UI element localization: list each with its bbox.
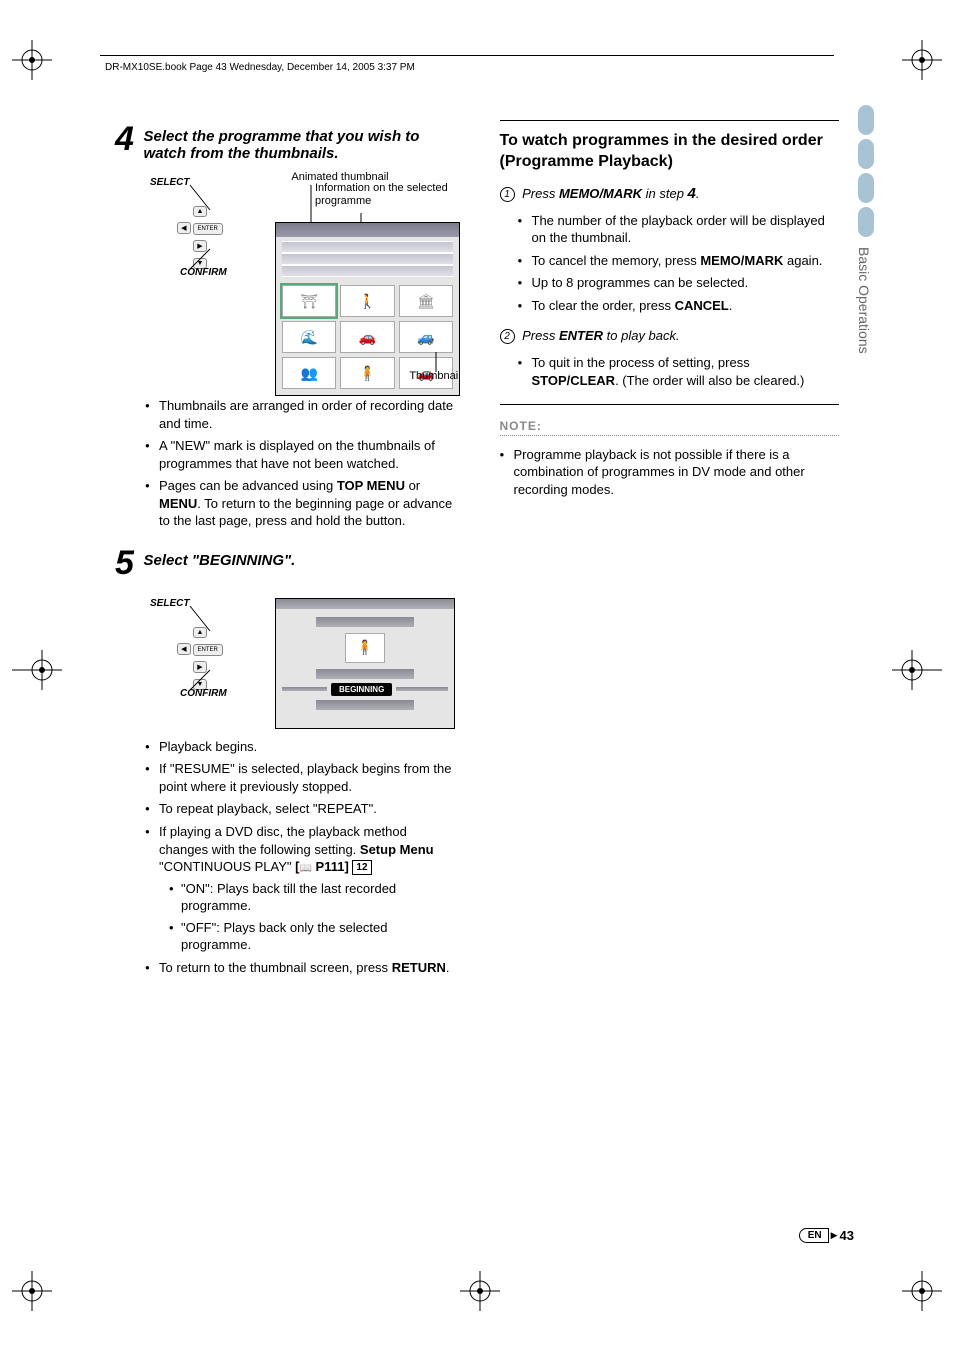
bullet-item: Thumbnails are arranged in order of reco… (145, 397, 455, 432)
instr-1: 1 Press MEMO/MARK in step 4. (500, 185, 840, 202)
crop-mark (460, 1271, 500, 1311)
bullet-item: Pages can be advanced using TOP MENU or … (145, 477, 455, 530)
bullet-item: A "NEW" mark is displayed on the thumbna… (145, 437, 455, 472)
bullet-item: To return to the thumbnail screen, press… (145, 959, 455, 977)
step5-diagram: SELECT ▲ ◀ENTER▶ ▼ CONFIRM 🧍 (135, 598, 455, 728)
footer-page: 43 (840, 1228, 854, 1243)
step4: 4 Select the programme that you wish to … (115, 120, 455, 530)
select-label: SELECT (150, 177, 189, 188)
step5: 5 Select "BEGINNING". SELECT ▲ ◀ENTER▶ ▼… (115, 544, 455, 977)
select-label: SELECT (150, 598, 189, 609)
header-rule (100, 55, 834, 56)
step5-num: 5 (115, 544, 134, 583)
bullet-item: To cancel the memory, press MEMO/MARK ag… (518, 252, 840, 270)
crop-mark (892, 650, 942, 690)
left-column: 4 Select the programme that you wish to … (115, 120, 455, 990)
beginning-label: BEGINNING (331, 683, 392, 696)
bullet-item: If "RESUME" is selected, playback begins… (145, 760, 455, 795)
note-bullet: Programme playback is not possible if th… (500, 446, 840, 499)
bullet-item: If playing a DVD disc, the playback meth… (145, 823, 455, 954)
note-bullets: Programme playback is not possible if th… (500, 446, 840, 499)
step4-bullets: Thumbnails are arranged in order of reco… (145, 397, 455, 530)
circled-1: 1 (500, 187, 515, 202)
page-footer: EN ▶ 43 (799, 1228, 854, 1243)
header-text: DR-MX10SE.book Page 43 Wednesday, Decemb… (105, 62, 415, 73)
r2-bullets: To quit in the process of setting, press… (518, 354, 840, 389)
sub-bullet: "ON": Plays back till the last recorded … (169, 880, 455, 915)
step5-bullets: Playback begins. If "RESUME" is selected,… (145, 738, 455, 977)
bullet-item: To quit in the process of setting, press… (518, 354, 840, 389)
note-header: NOTE: (500, 419, 840, 436)
step4-num: 4 (115, 120, 134, 159)
annot-info: Information on the selected programme (315, 182, 465, 208)
footer-lang: EN (799, 1228, 829, 1243)
crop-mark (902, 1271, 942, 1311)
annot-thumbnail: Thumbnail (395, 370, 475, 383)
bullet-item: Up to 8 programmes can be selected. (518, 274, 840, 292)
footer-tri-icon: ▶ (831, 1230, 838, 1241)
bullet-item: Playback begins. (145, 738, 455, 756)
step4-title: Select the programme that you wish to wa… (144, 128, 434, 162)
enter-button: ENTER (193, 223, 223, 235)
crop-mark (12, 40, 52, 80)
bullet-item: To clear the order, press CANCEL. (518, 297, 840, 315)
step5-title: Select "BEGINNING". (144, 552, 434, 569)
crop-mark (12, 650, 62, 690)
step4-diagram: SELECT ▲ ◀ENTER▶ ▼ CONFIRM Animated thum… (135, 177, 455, 387)
instr-2: 2 Press ENTER to play back. (500, 328, 840, 344)
confirm-label: CONFIRM (180, 267, 227, 278)
sub-bullet: "OFF": Plays back only the selected prog… (169, 919, 455, 954)
right-title: To watch programmes in the desired order… (500, 131, 840, 173)
circled-2: 2 (500, 329, 515, 344)
side-tab-label: Basic Operations (856, 247, 872, 354)
confirm-label: CONFIRM (180, 688, 227, 699)
bullet-item: The number of the playback order will be… (518, 212, 840, 247)
r1-bullets: The number of the playback order will be… (518, 212, 840, 315)
crop-mark (902, 40, 942, 80)
bullet-item: To repeat playback, select "REPEAT". (145, 800, 455, 818)
beginning-screen: 🧍 BEGINNING (275, 598, 455, 729)
crop-mark (12, 1271, 52, 1311)
side-tab: Basic Operations (854, 105, 884, 405)
right-column: To watch programmes in the desired order… (500, 120, 840, 990)
enter-button: ENTER (193, 644, 223, 656)
